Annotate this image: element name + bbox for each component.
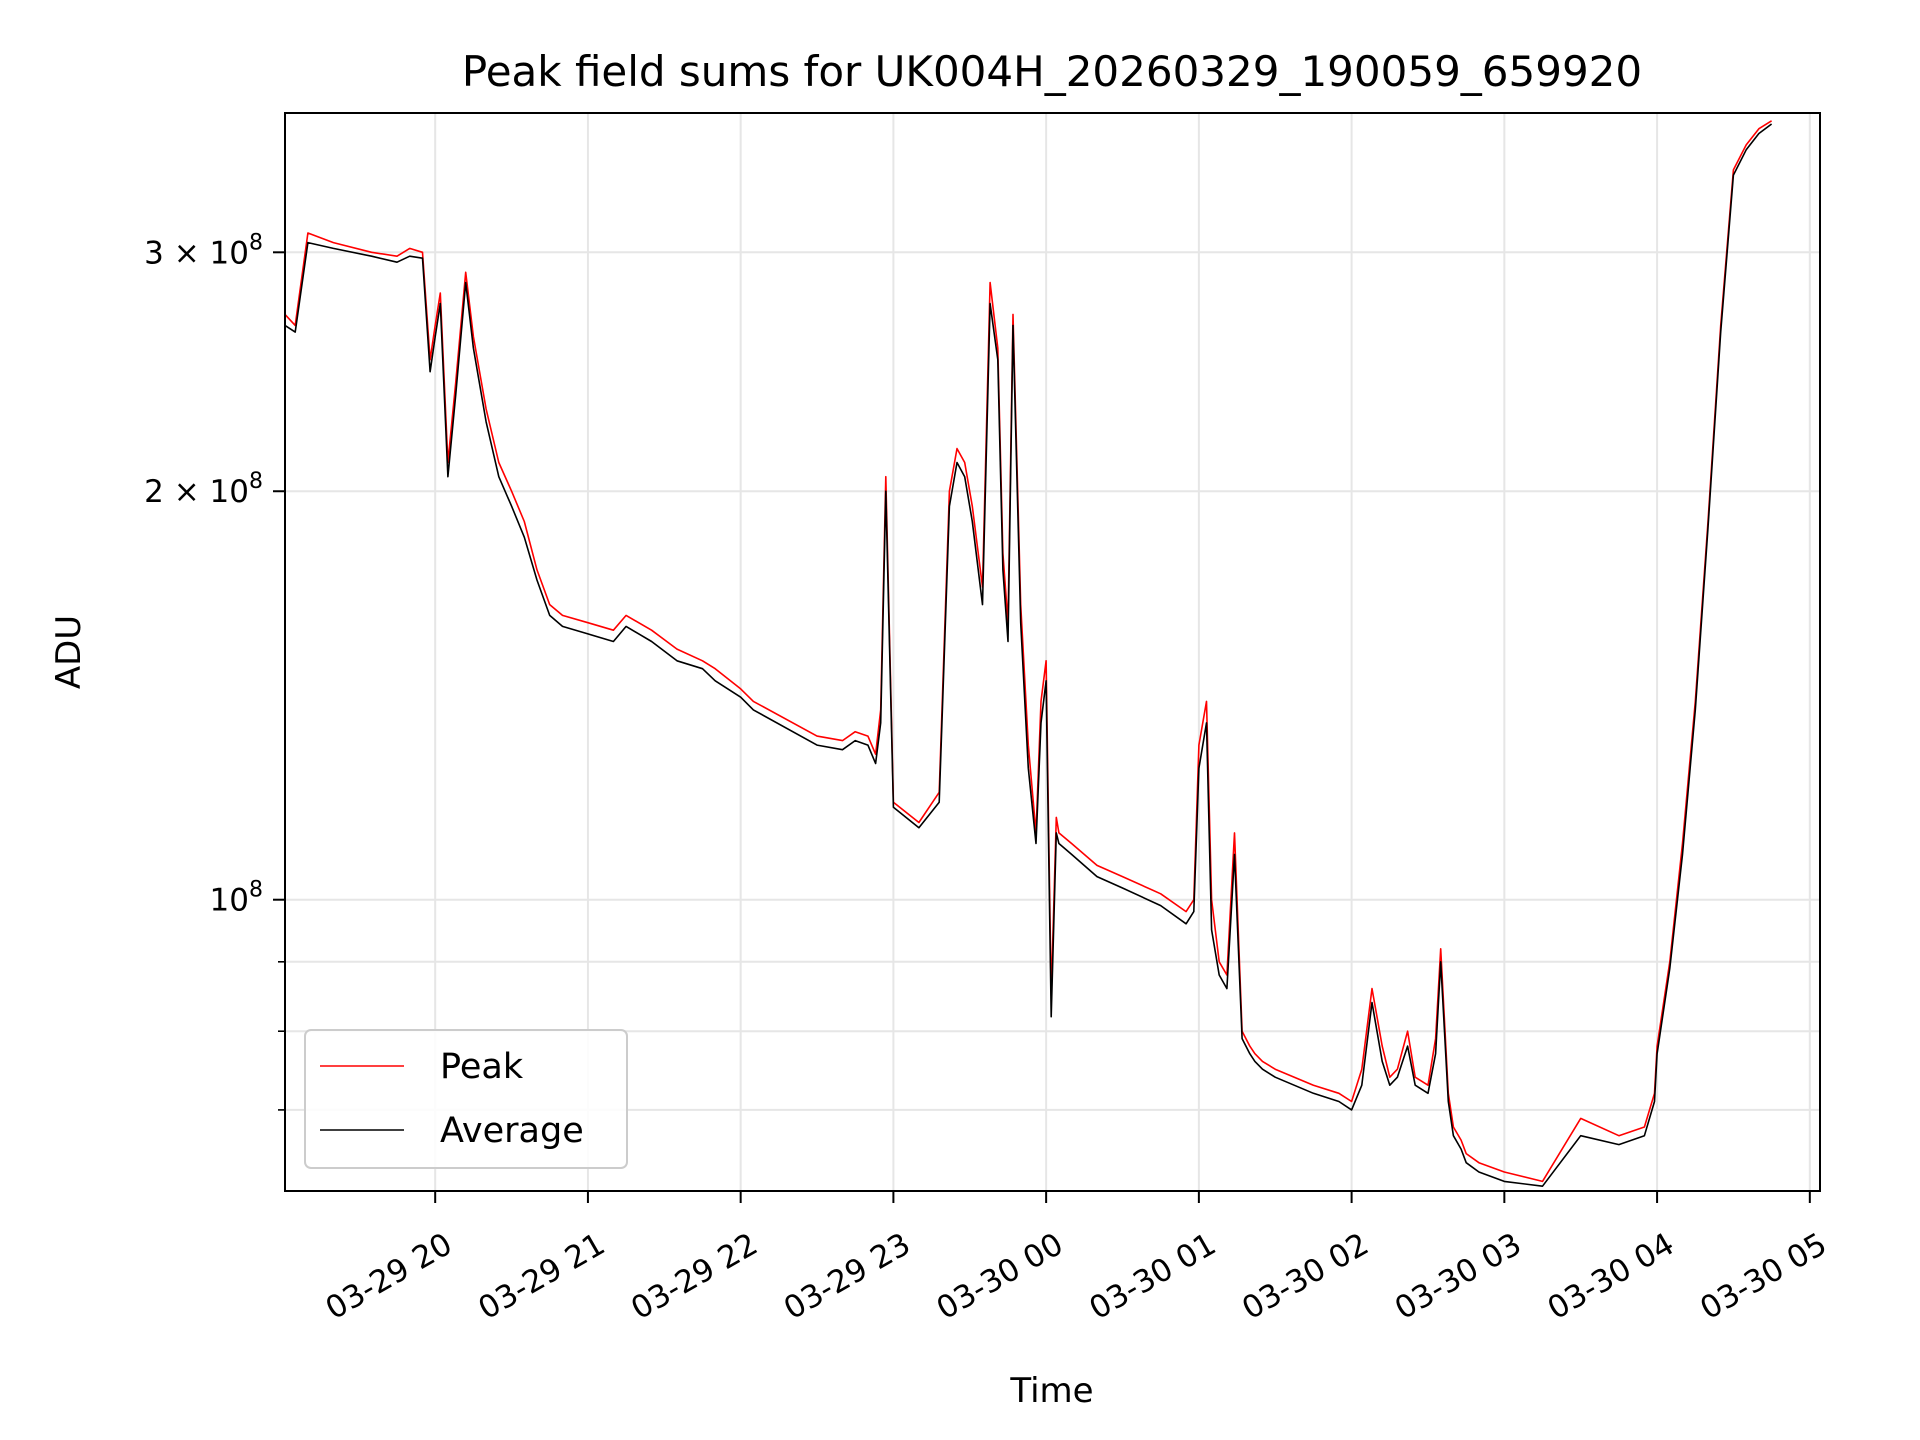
y-tick-label: 2 × 108: [144, 469, 263, 510]
series-line-peak: [284, 120, 1773, 1183]
legend-label-average: Average: [440, 1111, 584, 1151]
chart-title: Peak field sums for UK004H_20260329_1900…: [462, 47, 1642, 96]
series-line-average: [284, 123, 1773, 1187]
y-tick-label: 3 × 108: [144, 230, 263, 271]
grid: [285, 113, 1820, 1191]
plot-frame: [284, 112, 1821, 1192]
legend-box: [304, 1029, 628, 1169]
x-axis-label: Time: [1009, 1371, 1093, 1411]
legend: Peak Average: [304, 1029, 628, 1169]
legend-label-peak: Peak: [440, 1047, 524, 1087]
y-axis-label: ADU: [49, 615, 89, 689]
series-group: [284, 120, 1773, 1187]
